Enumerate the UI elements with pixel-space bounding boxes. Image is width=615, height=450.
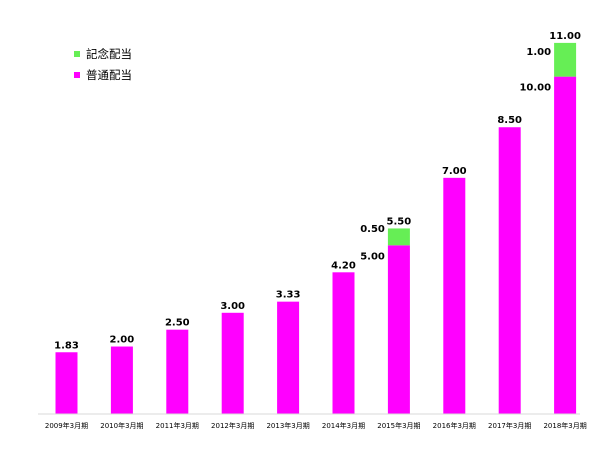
total-value-label: 5.50 xyxy=(387,216,412,227)
x-axis-ticks: 2009年3月期 2010年3月期 2011年3月期 2012年3月期 2013年3月期… xyxy=(45,421,587,430)
regular-value-label: 5.00 xyxy=(360,251,385,262)
total-value-label: 7.00 xyxy=(442,166,467,177)
bar-regular xyxy=(498,127,521,414)
bar-regular xyxy=(554,76,577,414)
legend-label-commemorative: 記念配当 xyxy=(86,47,132,61)
x-tick-label: 2018年3月期 xyxy=(543,421,586,430)
total-value-label: 2.50 xyxy=(165,318,190,329)
total-value-label: 2.00 xyxy=(110,335,135,346)
x-tick-label: 2015年3月期 xyxy=(377,421,420,430)
x-tick-label: 2010年3月期 xyxy=(100,421,143,430)
bar-commemorative xyxy=(554,42,577,77)
bar-regular xyxy=(387,245,410,414)
x-tick-label: 2016年3月期 xyxy=(433,421,476,430)
legend-swatch-regular xyxy=(74,72,80,78)
bar-regular xyxy=(277,301,300,414)
bar-regular xyxy=(332,272,355,414)
commemorative-value-label: 1.00 xyxy=(526,47,551,58)
bars-layer xyxy=(55,42,577,414)
bar-regular xyxy=(110,346,133,414)
bar-regular xyxy=(55,352,78,414)
bar-regular xyxy=(166,329,189,414)
x-tick-label: 2011年3月期 xyxy=(156,421,199,430)
x-tick-label: 2012年3月期 xyxy=(211,421,254,430)
total-value-label: 3.33 xyxy=(276,290,301,301)
x-tick-label: 2014年3月期 xyxy=(322,421,365,430)
bar-commemorative xyxy=(387,228,410,246)
legend: 記念配当 普通配当 xyxy=(74,47,132,82)
data-labels: 1.83 2.00 2.50 3.00 3.33 4.20 5.50 7.00 8.50 11.0… xyxy=(54,31,581,351)
total-value-label: 11.00 xyxy=(549,31,581,42)
total-value-label: 8.50 xyxy=(497,115,522,126)
legend-swatch-commemorative xyxy=(74,51,80,57)
commemorative-value-label: 0.50 xyxy=(360,224,385,235)
x-tick-label: 2013年3月期 xyxy=(266,421,309,430)
total-value-label: 1.83 xyxy=(54,340,79,351)
total-value-label: 4.20 xyxy=(331,260,356,271)
legend-label-regular: 普通配当 xyxy=(86,68,132,82)
bar-regular xyxy=(221,312,244,414)
x-tick-label: 2017年3月期 xyxy=(488,421,531,430)
x-tick-label: 2009年3月期 xyxy=(45,421,88,430)
bar-regular xyxy=(443,177,466,414)
regular-value-label: 10.00 xyxy=(519,83,551,94)
total-value-label: 3.00 xyxy=(220,301,245,312)
